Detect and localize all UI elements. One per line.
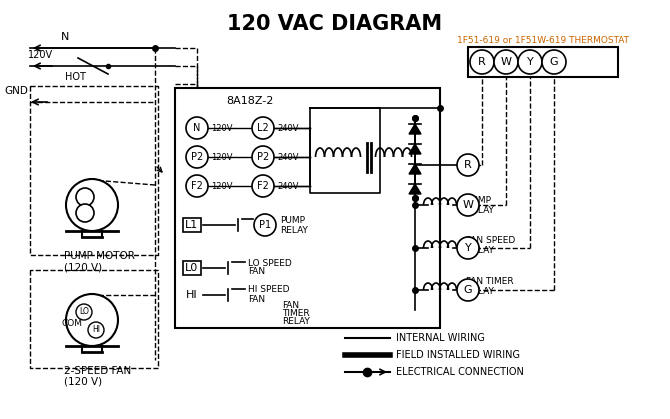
Text: LO: LO <box>79 308 89 316</box>
Circle shape <box>88 322 104 338</box>
Text: RELAY: RELAY <box>466 246 494 254</box>
Text: (120 V): (120 V) <box>64 262 102 272</box>
Bar <box>175 88 440 328</box>
Polygon shape <box>409 144 421 154</box>
Text: HOT: HOT <box>65 72 86 82</box>
Text: P2: P2 <box>191 152 203 162</box>
Text: FAN: FAN <box>248 295 265 303</box>
Circle shape <box>66 294 118 346</box>
Text: FAN TIMER: FAN TIMER <box>466 277 514 287</box>
Text: TIMER: TIMER <box>282 308 310 318</box>
Text: 240V: 240V <box>277 124 299 132</box>
Text: L1: L1 <box>186 220 198 230</box>
Text: N: N <box>61 32 69 42</box>
Circle shape <box>76 188 94 206</box>
Text: RELAY: RELAY <box>466 205 494 215</box>
Circle shape <box>252 146 274 168</box>
Text: G: G <box>549 57 558 67</box>
Text: 8A18Z-2: 8A18Z-2 <box>226 96 273 106</box>
Text: 120V: 120V <box>211 153 232 161</box>
Text: FAN SPEED: FAN SPEED <box>466 235 515 245</box>
Text: W: W <box>500 57 511 67</box>
Text: (120 V): (120 V) <box>64 377 102 387</box>
Text: RELAY: RELAY <box>282 316 310 326</box>
Text: 240V: 240V <box>277 153 299 161</box>
Circle shape <box>457 237 479 259</box>
Text: COM: COM <box>62 318 83 328</box>
Text: LO SPEED: LO SPEED <box>248 259 291 267</box>
Text: L2: L2 <box>257 123 269 133</box>
Text: R: R <box>478 57 486 67</box>
Text: F2: F2 <box>191 181 203 191</box>
Circle shape <box>542 50 566 74</box>
Circle shape <box>457 194 479 216</box>
Text: P1: P1 <box>259 220 271 230</box>
Circle shape <box>457 279 479 301</box>
Text: 120V: 120V <box>28 50 53 60</box>
Circle shape <box>470 50 494 74</box>
Text: HI SPEED: HI SPEED <box>248 285 289 295</box>
Circle shape <box>518 50 542 74</box>
Text: 240V: 240V <box>277 181 299 191</box>
Circle shape <box>186 146 208 168</box>
Text: W: W <box>462 200 474 210</box>
Polygon shape <box>409 164 421 174</box>
Text: FIELD INSTALLED WIRING: FIELD INSTALLED WIRING <box>396 350 520 360</box>
Text: PUMP MOTOR: PUMP MOTOR <box>64 251 135 261</box>
Text: P2: P2 <box>257 152 269 162</box>
Circle shape <box>76 304 92 320</box>
Text: ELECTRICAL CONNECTION: ELECTRICAL CONNECTION <box>396 367 524 377</box>
Text: N: N <box>194 123 201 133</box>
Text: G: G <box>464 285 472 295</box>
Text: RELAY: RELAY <box>466 287 494 297</box>
Polygon shape <box>409 184 421 194</box>
Text: Y: Y <box>464 243 472 253</box>
Circle shape <box>66 179 118 231</box>
Text: Y: Y <box>527 57 533 67</box>
Text: 1F51-619 or 1F51W-619 THERMOSTAT: 1F51-619 or 1F51W-619 THERMOSTAT <box>457 36 629 45</box>
Text: R: R <box>464 160 472 170</box>
Polygon shape <box>409 124 421 134</box>
Text: 2-SPEED FAN: 2-SPEED FAN <box>64 366 131 376</box>
Text: RELAY: RELAY <box>280 225 308 235</box>
Text: F2: F2 <box>257 181 269 191</box>
Bar <box>468 47 618 77</box>
Text: PUMP: PUMP <box>466 196 491 204</box>
Text: FAN: FAN <box>248 267 265 277</box>
Text: 120V: 120V <box>211 181 232 191</box>
Circle shape <box>252 117 274 139</box>
Text: L0: L0 <box>186 263 198 273</box>
Text: HI: HI <box>186 290 198 300</box>
Text: 120V: 120V <box>211 124 232 132</box>
Text: 120 VAC DIAGRAM: 120 VAC DIAGRAM <box>227 14 443 34</box>
Text: HI: HI <box>92 326 100 334</box>
Text: FAN: FAN <box>282 300 299 310</box>
Text: GND: GND <box>4 86 28 96</box>
Circle shape <box>252 175 274 197</box>
Circle shape <box>254 214 276 236</box>
Circle shape <box>457 154 479 176</box>
Circle shape <box>186 175 208 197</box>
Circle shape <box>186 117 208 139</box>
Circle shape <box>76 204 94 222</box>
Text: PUMP: PUMP <box>280 215 305 225</box>
Text: INTERNAL WIRING: INTERNAL WIRING <box>396 333 485 343</box>
Circle shape <box>494 50 518 74</box>
